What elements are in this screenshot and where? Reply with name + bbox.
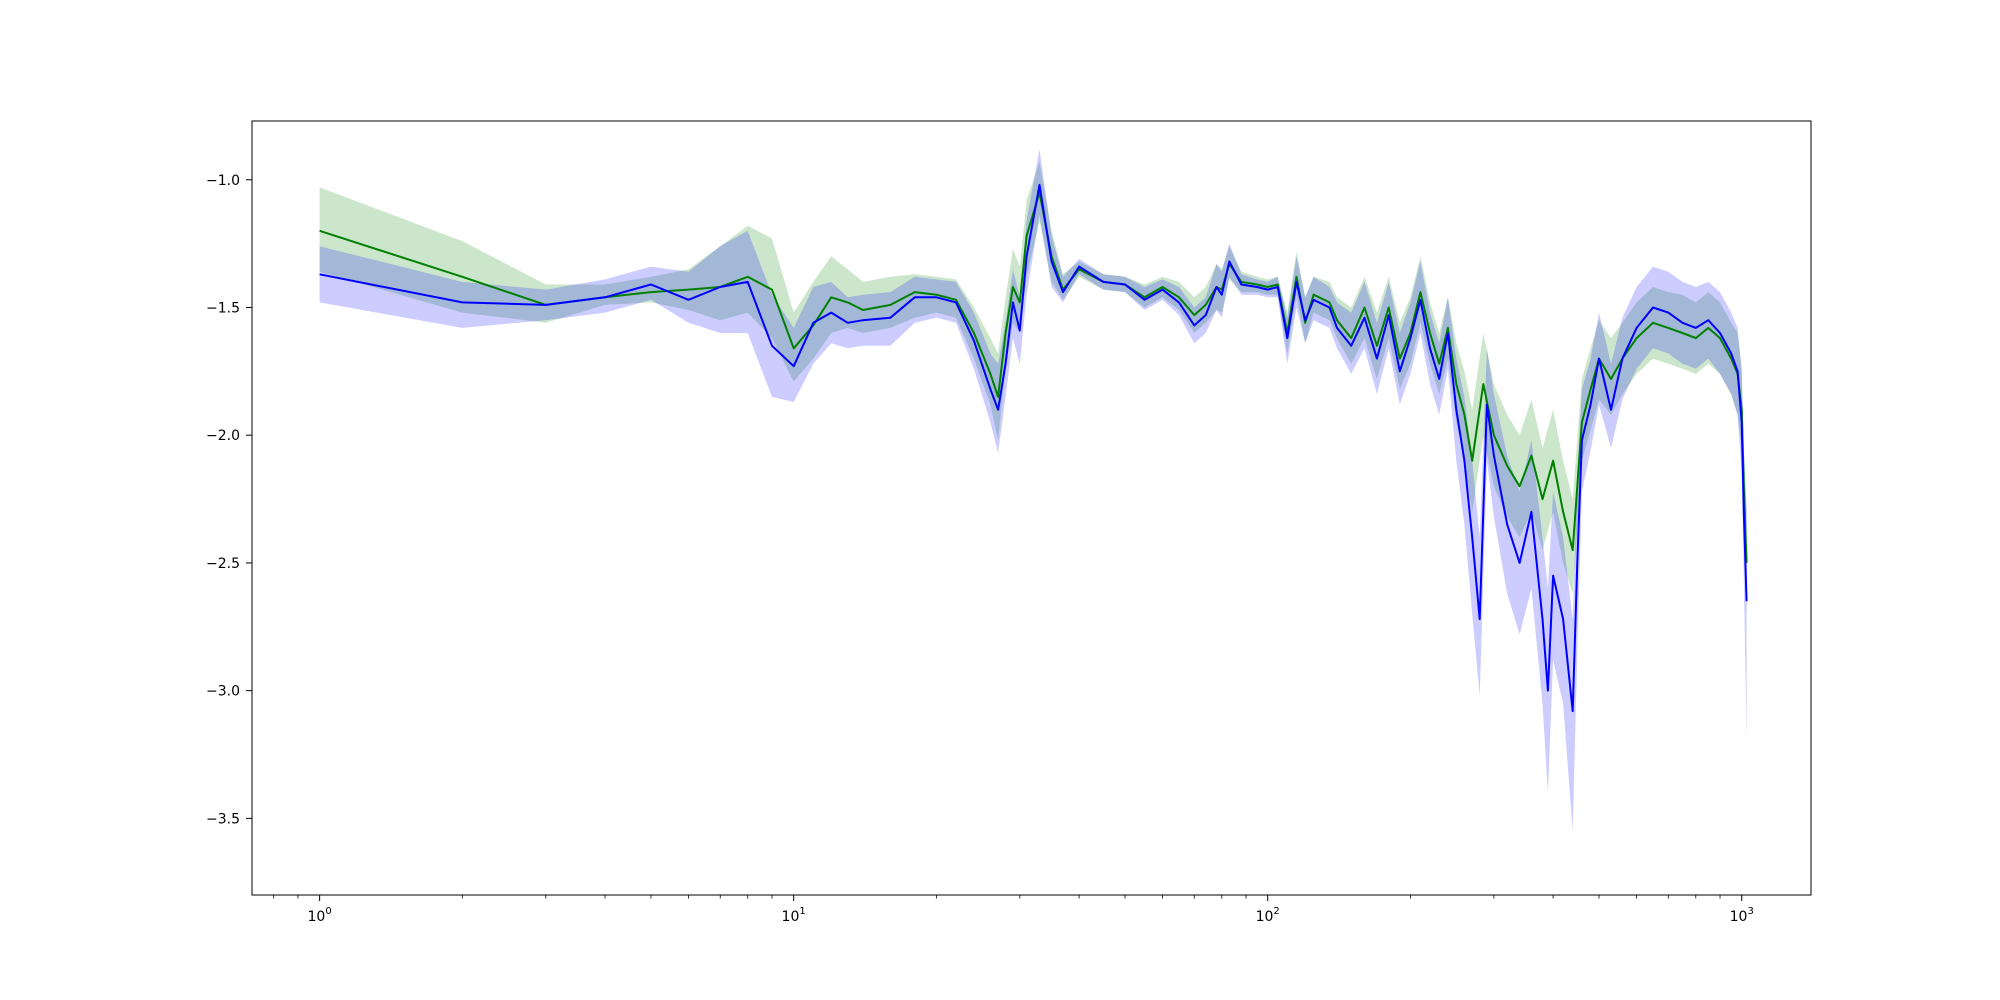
series-1-band (319, 149, 1747, 832)
y-axis: −1.0 −1.5 −2.0 −2.5 −3.0 −3.5 (206, 173, 252, 827)
x-tick-label: 103 (1730, 906, 1754, 925)
y-tick-label: −1.5 (206, 300, 240, 316)
axes-frame (251, 120, 1812, 896)
y-tick-label: −3.5 (206, 811, 240, 827)
y-tick-label: −2.0 (206, 428, 240, 444)
y-tick-label: −2.5 (206, 556, 240, 572)
x-tick-label: 102 (1256, 906, 1280, 925)
x-tick-label: 101 (782, 906, 806, 925)
x-tick-label: 100 (308, 906, 332, 925)
series-0-band (319, 161, 1747, 614)
x-axis: 100 101 102 103 (273, 895, 1754, 925)
plot-area (319, 149, 1748, 832)
y-tick-label: −3.0 (206, 684, 240, 700)
y-tick-label: −1.0 (206, 173, 240, 189)
